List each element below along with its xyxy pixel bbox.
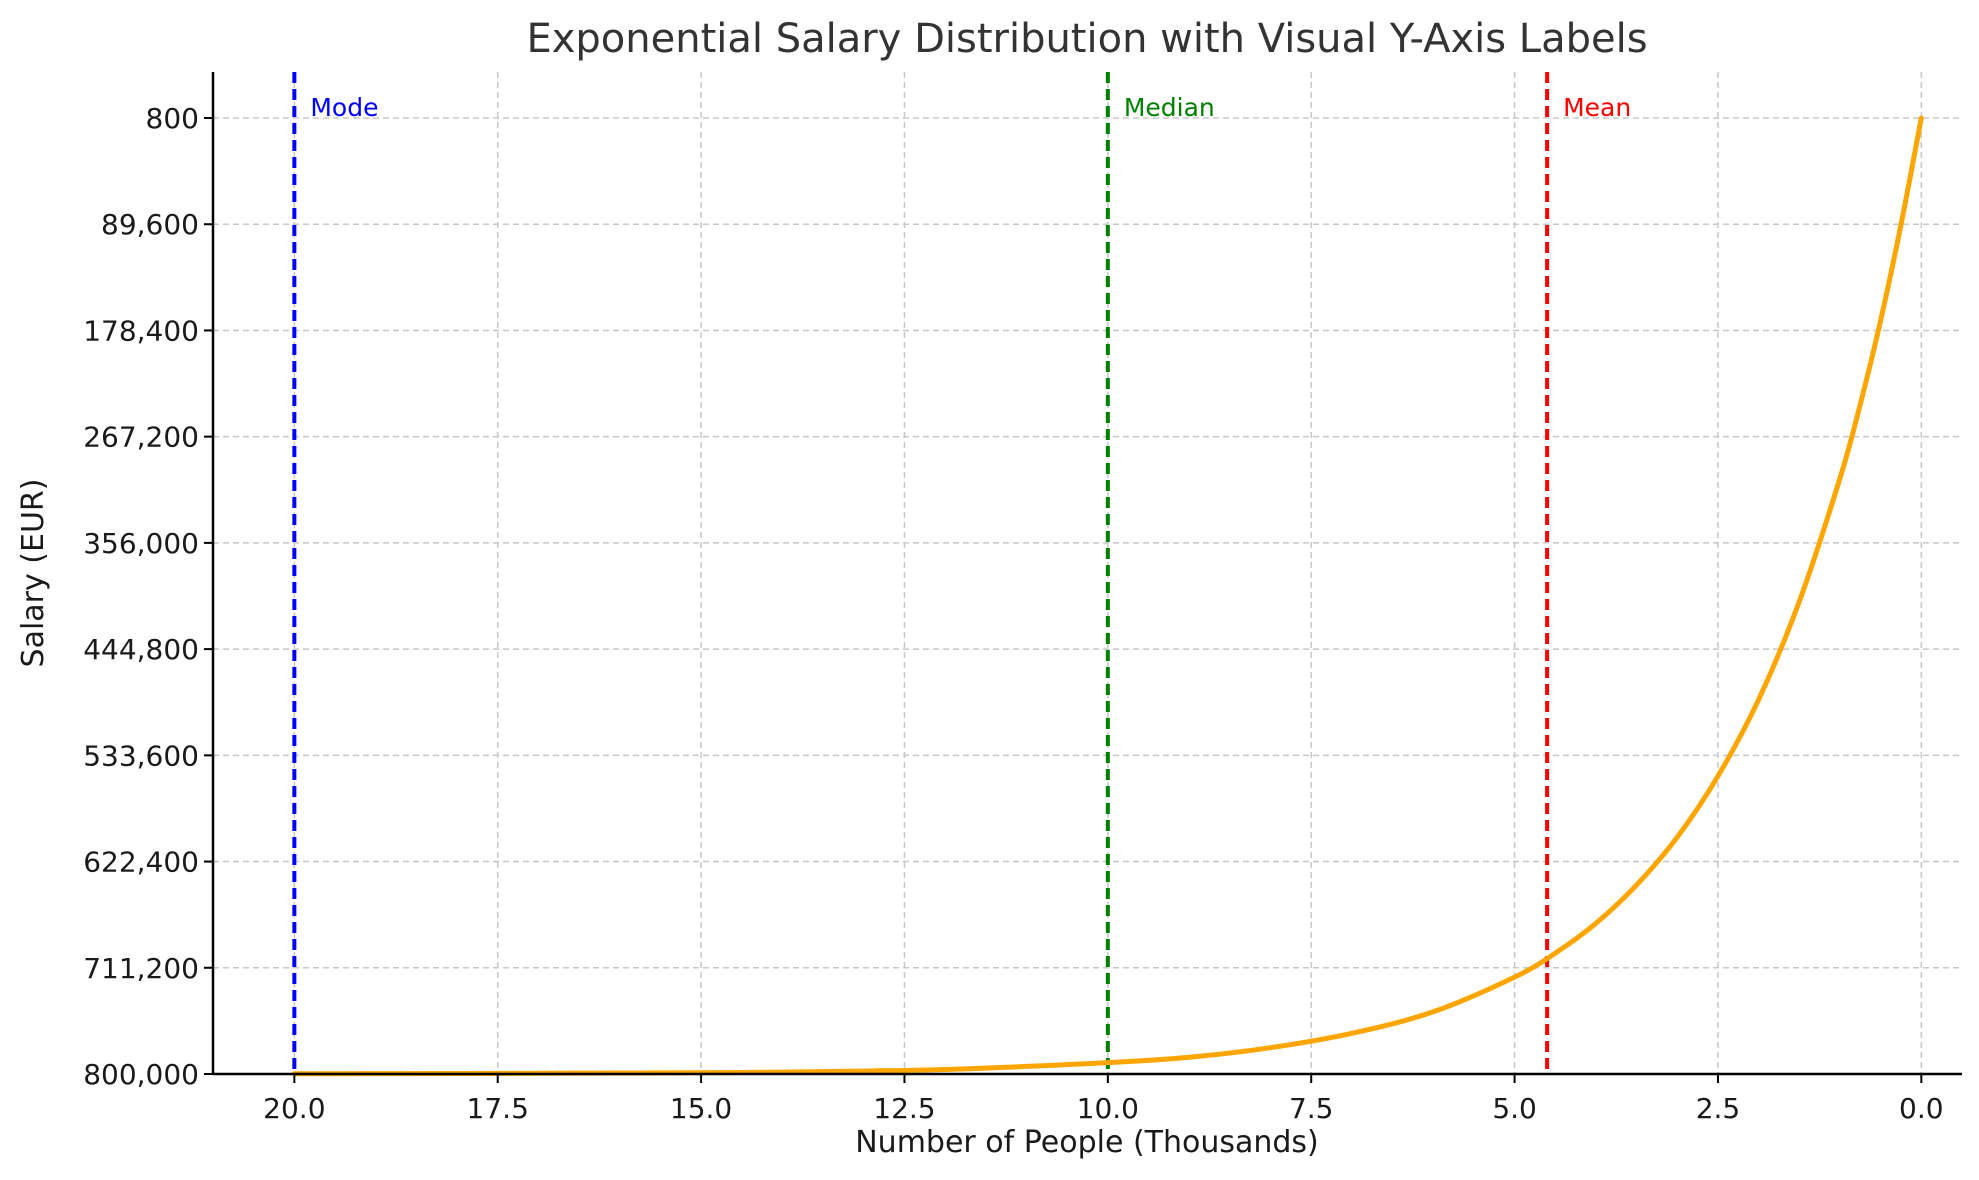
- mode-label: Mode: [310, 93, 378, 122]
- y-tick-label: 267,200: [83, 421, 199, 454]
- x-tick-label: 7.5: [1289, 1092, 1334, 1125]
- x-tick-label: 10.0: [1077, 1092, 1139, 1125]
- mean-label: Mean: [1563, 93, 1631, 122]
- median-label: Median: [1124, 93, 1215, 122]
- y-tick-label: 533,600: [83, 739, 199, 772]
- x-tick-label: 2.5: [1696, 1092, 1741, 1125]
- x-tick-label: 12.5: [873, 1092, 935, 1125]
- y-tick-label: 356,000: [83, 527, 199, 560]
- axes: [211, 72, 1962, 1076]
- x-tick-label: 17.5: [467, 1092, 529, 1125]
- y-tick-label: 444,800: [83, 633, 199, 666]
- y-tick-label: 800,000: [83, 1058, 199, 1091]
- marker-lines: Mode Median Mean: [292, 72, 1631, 1074]
- y-axis-label: Salary (EUR): [16, 479, 51, 668]
- grid: [213, 72, 1962, 1075]
- y-tick-label: 622,400: [83, 846, 199, 879]
- x-tick-label: 20.0: [263, 1092, 325, 1125]
- y-tick-label: 711,200: [83, 952, 199, 985]
- ticks: 20.0 17.5 15.0 12.5 10.0 7.5 5.0 2.5 0.0 800 89,60…: [83, 102, 1943, 1125]
- chart-title: Exponential Salary Distribution with Vis…: [526, 16, 1647, 62]
- x-tick-label: 0.0: [1899, 1092, 1944, 1125]
- x-tick-label: 15.0: [670, 1092, 732, 1125]
- y-tick-label: 89,600: [101, 208, 199, 241]
- series-line-0: [291, 115, 1924, 1077]
- y-tick-label: 178,400: [83, 314, 199, 347]
- x-axis-label: Number of People (Thousands): [855, 1125, 1319, 1160]
- x-tick-label: 5.0: [1492, 1092, 1537, 1125]
- series-layer: [291, 115, 1924, 1077]
- y-tick-label: 800: [146, 102, 199, 135]
